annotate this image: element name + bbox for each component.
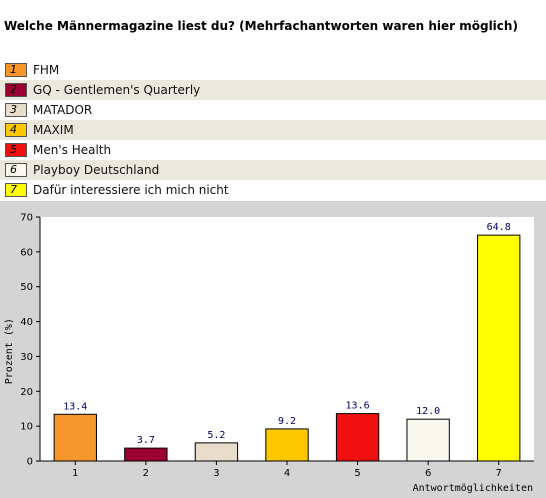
bar <box>53 413 97 462</box>
legend-swatch: 2 <box>5 83 27 97</box>
x-tick-label: 1 <box>72 468 78 479</box>
legend-swatch: 4 <box>5 123 27 137</box>
legend-item: 6 Playboy Deutschland <box>0 160 546 180</box>
y-tick-label: 50 <box>20 282 33 293</box>
x-tick-label: 2 <box>143 468 149 479</box>
legend-label: GQ - Gentlemen's Quarterly <box>33 83 201 97</box>
legend-label: MATADOR <box>33 103 93 117</box>
data-label: 9.2 <box>278 416 296 427</box>
x-tick-label: 5 <box>354 468 360 479</box>
bar <box>194 442 239 462</box>
data-label: 64.8 <box>487 222 511 233</box>
legend-swatch: 1 <box>5 63 27 77</box>
legend-label: Men's Health <box>33 143 112 157</box>
legend-item: 5 Men's Health <box>0 140 546 160</box>
x-tick-label: 6 <box>425 468 431 479</box>
x-tick-label: 4 <box>284 468 290 479</box>
chart-area: 0 10 20 30 40 50 60 70 13.4 1 3.7 2 5.2 3 9.2 4 13.6 5 12.… <box>0 201 546 498</box>
chart-title: Welche Männermagazine liest du? (Mehrfac… <box>4 19 518 33</box>
legend-swatch: 6 <box>5 163 27 177</box>
legend-item: 1 FHM <box>0 60 546 80</box>
bar-chart: 0 10 20 30 40 50 60 70 13.4 1 3.7 2 5.2 3 9.2 4 13.6 5 12.… <box>4 213 534 494</box>
legend-item: 2 GQ - Gentlemen's Quarterly <box>0 80 546 100</box>
plot-background <box>40 217 534 461</box>
y-axis-title: Prozent (%) <box>4 318 15 384</box>
data-label: 13.6 <box>346 401 370 412</box>
legend-swatch: 3 <box>5 103 27 117</box>
y-tick-label: 10 <box>20 422 33 433</box>
legend-label: MAXIM <box>33 123 74 137</box>
y-tick-label: 30 <box>20 352 33 363</box>
y-tick-label: 40 <box>20 317 33 328</box>
data-label: 13.4 <box>63 401 87 412</box>
data-label: 12.0 <box>416 406 440 417</box>
y-tick-label: 60 <box>20 247 33 258</box>
legend: 1 FHM 2 GQ - Gentlemen's Quarterly 3 MATADOR 4… <box>0 60 546 200</box>
legend-label: FHM <box>33 63 60 77</box>
bar <box>477 234 521 462</box>
y-tick-label: 20 <box>20 387 33 398</box>
legend-swatch: 5 <box>5 143 27 157</box>
legend-label: Dafür interessiere ich mich nicht <box>33 183 229 197</box>
legend-item: 4 MAXIM <box>0 120 546 140</box>
legend-swatch: 7 <box>5 183 27 197</box>
bar <box>265 428 309 462</box>
legend-item: 3 MATADOR <box>0 100 546 120</box>
bar <box>124 447 168 462</box>
legend-item: 7 Dafür interessiere ich mich nicht <box>0 180 546 200</box>
x-tick-label: 3 <box>213 468 219 479</box>
bar <box>406 418 450 462</box>
data-label: 5.2 <box>207 430 225 441</box>
x-tick-label: 7 <box>496 468 502 479</box>
bar <box>335 413 380 462</box>
legend-label: Playboy Deutschland <box>33 163 160 177</box>
y-tick-label: 70 <box>20 213 33 224</box>
data-label: 3.7 <box>137 435 155 446</box>
x-axis-title: Antwortmöglichkeiten <box>413 483 533 494</box>
y-tick-label: 0 <box>27 457 33 468</box>
